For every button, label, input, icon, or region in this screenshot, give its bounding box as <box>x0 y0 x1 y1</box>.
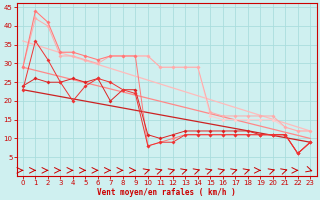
X-axis label: Vent moyen/en rafales ( km/h ): Vent moyen/en rafales ( km/h ) <box>97 188 236 197</box>
